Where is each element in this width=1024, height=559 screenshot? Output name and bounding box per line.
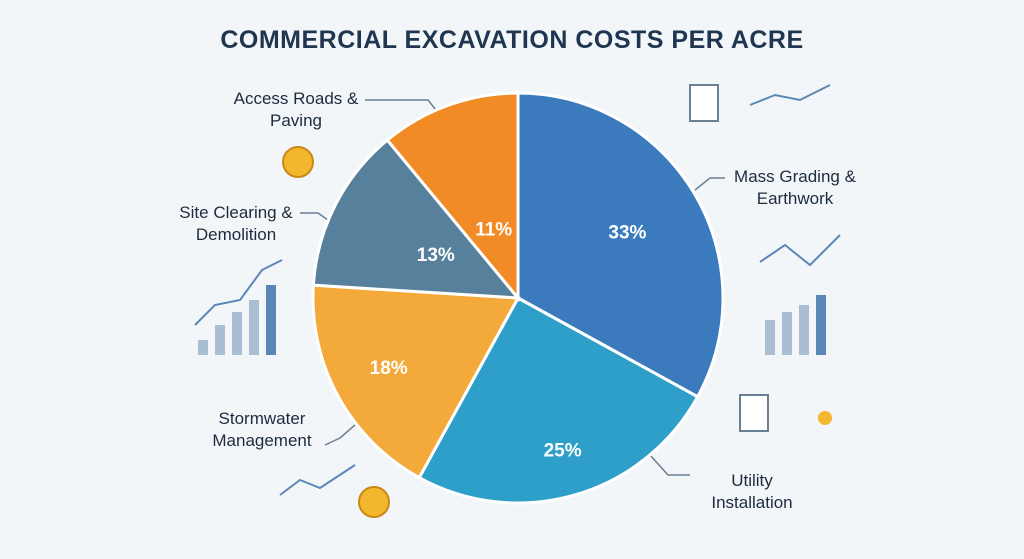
trend-line	[749, 84, 831, 106]
document-icon	[739, 394, 769, 432]
pie-slice	[311, 283, 521, 480]
deco-bar	[765, 320, 775, 355]
category-label: Utility Installation	[711, 471, 793, 512]
data-label: 25%	[544, 441, 582, 462]
leader-line	[694, 177, 725, 191]
data-label: 18%	[370, 358, 408, 379]
chart-title: COMMERCIAL EXCAVATION COSTS PER ACRE	[220, 26, 804, 54]
pie-slice	[516, 91, 725, 399]
leader-line	[649, 454, 690, 476]
deco-bar	[232, 312, 242, 355]
category-label: Site Clearing & Demolition	[179, 203, 293, 244]
deco-bar	[266, 285, 276, 355]
dot-icon	[818, 411, 832, 425]
deco-bar	[799, 305, 809, 355]
deco-bar	[816, 295, 826, 355]
trend-line	[194, 259, 283, 326]
data-label: 33%	[608, 222, 646, 243]
data-label: 13%	[417, 245, 455, 266]
document-icon	[689, 84, 719, 122]
deco-bar	[782, 312, 792, 355]
deco-bar	[249, 300, 259, 355]
category-label: Stormwater Management	[212, 409, 312, 450]
leader-line	[324, 424, 356, 446]
coin-icon	[282, 146, 314, 178]
category-label: Access Roads & Paving	[233, 89, 359, 130]
deco-bar	[215, 325, 225, 355]
deco-bar	[198, 340, 208, 355]
coin-icon	[358, 486, 390, 518]
decorations	[194, 84, 841, 518]
trend-line	[759, 234, 841, 267]
trend-line	[279, 464, 356, 496]
pie-slice	[385, 91, 520, 303]
pie-slice	[417, 295, 700, 505]
category-label: Mass Grading & Earthwork	[734, 167, 856, 208]
data-label: 11%	[475, 220, 512, 241]
pie-slice	[311, 137, 522, 300]
